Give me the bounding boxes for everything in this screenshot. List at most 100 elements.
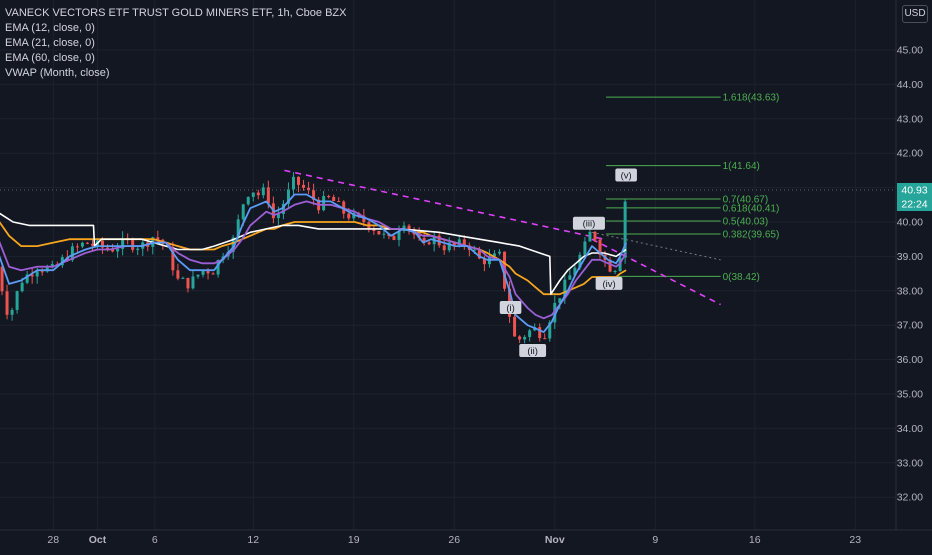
chart-legend: VANECK VECTORS ETF TRUST GOLD MINERS ETF…	[5, 6, 347, 81]
candle-body	[131, 240, 135, 250]
indicator-ema12-label[interactable]: EMA (12, close, 0)	[5, 22, 95, 34]
candle-body	[156, 237, 160, 240]
wave-label-box	[595, 276, 623, 290]
candle-body	[291, 176, 295, 190]
currency-button[interactable]: USD	[902, 5, 928, 23]
price-tick-label: 39.00	[897, 251, 923, 263]
last-price-tag: 40.93 22:24	[0, 183, 932, 212]
candle-body	[593, 231, 597, 240]
candle-body	[276, 213, 280, 219]
candle-body	[472, 249, 476, 251]
candle-body	[568, 275, 572, 280]
indicator-ema60-label[interactable]: EMA (60, close, 0)	[5, 52, 95, 64]
time-tick-label: 26	[448, 534, 460, 546]
trendline	[591, 238, 721, 306]
indicator-vwap-label[interactable]: VWAP (Month, close)	[5, 67, 110, 79]
wave-label: (ii)	[527, 346, 538, 357]
symbol-title[interactable]: VANECK VECTORS ETF TRUST GOLD MINERS ETF…	[5, 7, 347, 19]
candle-body	[80, 242, 84, 247]
candle-body	[427, 242, 431, 245]
candle-body	[372, 228, 376, 232]
candle-body	[327, 196, 331, 198]
candle-body	[171, 247, 175, 271]
countdown-box	[897, 197, 932, 212]
price-tick-label: 44.00	[897, 79, 923, 91]
bar-countdown: 22:24	[901, 199, 927, 211]
candle-body	[30, 274, 34, 277]
candle-body	[553, 302, 557, 323]
time-tick-label: 9	[652, 534, 658, 546]
candle-body	[538, 327, 542, 339]
candle-body	[251, 192, 255, 197]
candle-body	[85, 242, 89, 244]
candle-body	[281, 203, 285, 214]
candle-body	[548, 322, 552, 339]
wave-label-box	[615, 168, 637, 182]
indicator-ema21-label[interactable]: EMA (21, close, 0)	[5, 37, 95, 49]
candle-body	[392, 236, 396, 240]
candle-body	[201, 270, 205, 275]
trendlines[interactable]	[284, 169, 721, 306]
price-tick-label: 35.00	[897, 389, 923, 401]
fib-extension-tool[interactable]: 1.618(43.63) 1(41.64) 0.7(40.67)0.618(40.4…	[606, 93, 779, 283]
ema12-line	[0, 193, 627, 333]
candle-body	[583, 241, 587, 255]
candle-body	[286, 189, 290, 204]
price-tick-label: 36.00	[897, 354, 923, 366]
candle-body	[40, 271, 44, 273]
time-tick-label: Oct	[89, 534, 107, 546]
vwap-line	[0, 212, 627, 295]
candle-body	[518, 336, 522, 340]
candle-body	[297, 176, 300, 185]
candle-body	[528, 330, 532, 337]
fib-level-label: 0(38.42)	[723, 272, 760, 283]
candle-body	[442, 245, 446, 251]
candle-body	[75, 246, 79, 248]
trendline	[591, 231, 721, 261]
candle-body	[322, 196, 326, 211]
candle-body	[5, 291, 9, 315]
candle-body	[211, 273, 215, 275]
candle-body	[613, 271, 617, 273]
candle-body	[407, 225, 411, 230]
wave-labels: (i) (ii) (iii) (iv) (v)	[499, 168, 637, 357]
candle-body	[422, 237, 426, 243]
time-tick-label: 6	[152, 534, 158, 546]
candle-body	[477, 249, 481, 259]
indicator-lines	[0, 193, 627, 333]
candle-body	[191, 276, 195, 289]
candle-body	[246, 196, 250, 205]
price-tick-label: 34.00	[897, 423, 923, 435]
candle-body	[206, 270, 210, 274]
candle-body	[332, 196, 336, 202]
wave-label-box	[519, 344, 547, 357]
candle-body	[216, 260, 220, 275]
candle-body	[307, 187, 311, 191]
candle-body	[20, 282, 24, 292]
candle-body	[588, 231, 592, 242]
wave-label-box	[499, 301, 522, 314]
wave-label: (i)	[506, 303, 514, 314]
candle-body	[352, 213, 356, 219]
fib-level-label: 0.618(40.41)	[723, 203, 780, 214]
candle-body	[337, 201, 341, 203]
candle-body	[60, 257, 64, 266]
wave-label: (v)	[621, 171, 632, 182]
time-axis[interactable]: 28 Oct 6 12 19 26 Nov 9 16 23	[47, 534, 861, 546]
candle-body	[503, 251, 507, 289]
last-price-value: 40.93	[901, 185, 927, 197]
candle-body	[543, 338, 547, 340]
candle-body	[608, 259, 612, 272]
time-tick-label: 19	[348, 534, 360, 546]
candle-body	[462, 239, 466, 246]
wave-label-box	[572, 216, 605, 230]
fib-level-label: 1.618(43.63)	[723, 93, 780, 104]
fib-level-label: 1(41.64)	[723, 161, 760, 172]
candle-body	[523, 336, 527, 340]
candle-body	[382, 233, 386, 235]
candle-body	[10, 309, 14, 315]
candle-body	[90, 243, 94, 246]
